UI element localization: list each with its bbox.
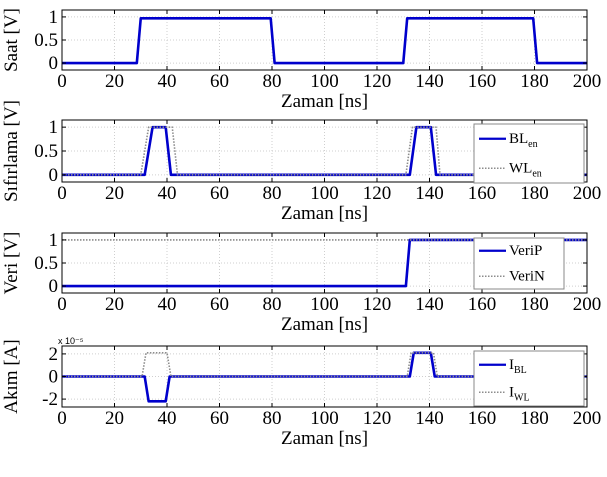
x-tick-label: 60 bbox=[210, 408, 229, 429]
legend: VeriP VeriN bbox=[473, 237, 565, 290]
x-axis-label: Zaman [ns] bbox=[281, 91, 368, 112]
chart-panel-2: 0 20 40 60 80 100 120 140 160 180 200 0 0.5 1 Zaman [n… bbox=[1, 100, 601, 224]
y-exponent-label: x 10⁻⁵ bbox=[58, 336, 84, 346]
legend: IBL IWL bbox=[473, 350, 585, 407]
x-tick-label: 120 bbox=[363, 408, 392, 429]
x-tick-label: 60 bbox=[210, 71, 229, 92]
y-tick-label: 0 bbox=[49, 276, 59, 297]
x-tick-label: 100 bbox=[310, 71, 339, 92]
legend-box bbox=[473, 123, 585, 184]
y-tick-label: -2 bbox=[42, 389, 58, 410]
legend-label: IWL bbox=[509, 384, 530, 403]
y-tick-label: 0.5 bbox=[34, 30, 58, 51]
legend-label: BLen bbox=[509, 131, 538, 150]
x-tick-label: 20 bbox=[105, 408, 124, 429]
x-tick-label: 20 bbox=[105, 71, 124, 92]
legend-box bbox=[473, 350, 585, 407]
x-tick-label: 60 bbox=[210, 294, 229, 315]
y-tick-label: 0 bbox=[49, 165, 59, 186]
y-axis-label: Veri [V] bbox=[1, 232, 22, 295]
y-axis-label: Akım [A] bbox=[1, 339, 22, 413]
x-tick-label: 0 bbox=[57, 71, 67, 92]
x-tick-label: 20 bbox=[105, 294, 124, 315]
y-tick-label: 0 bbox=[49, 53, 59, 74]
x-tick-label: 200 bbox=[573, 183, 602, 204]
x-tick-label: 80 bbox=[263, 71, 282, 92]
x-axis-label: Zaman [ns] bbox=[281, 203, 368, 224]
x-tick-label: 140 bbox=[415, 71, 444, 92]
y-tick-label: 0 bbox=[49, 367, 59, 388]
y-tick-label: 1 bbox=[49, 117, 59, 138]
y-tick-label: 0.5 bbox=[34, 253, 58, 274]
x-tick-label: 140 bbox=[415, 183, 444, 204]
x-axis-label: Zaman [ns] bbox=[281, 428, 368, 449]
x-tick-label: 140 bbox=[415, 408, 444, 429]
x-tick-label: 200 bbox=[573, 294, 602, 315]
y-tick-label: 0.5 bbox=[34, 141, 58, 162]
x-tick-label: 140 bbox=[415, 294, 444, 315]
x-tick-label: 40 bbox=[158, 294, 177, 315]
x-tick-label: 160 bbox=[468, 71, 497, 92]
x-tick-label: 180 bbox=[520, 183, 549, 204]
legend: BLen WLen bbox=[473, 123, 585, 184]
series-line-wlen bbox=[62, 126, 587, 176]
y-axis-label: Sıfırlama [V] bbox=[1, 100, 22, 202]
series-line-panel1-0 bbox=[62, 17, 587, 65]
x-tick-label: 60 bbox=[210, 183, 229, 204]
series-line-iwl bbox=[62, 351, 587, 378]
y-tick-label: 1 bbox=[49, 230, 59, 251]
x-tick-label: 120 bbox=[363, 183, 392, 204]
x-tick-label: 180 bbox=[520, 294, 549, 315]
x-tick-label: 160 bbox=[468, 408, 497, 429]
legend-label: IBL bbox=[509, 357, 527, 376]
x-tick-label: 200 bbox=[573, 408, 602, 429]
series-line-blen bbox=[62, 125, 587, 177]
x-tick-label: 160 bbox=[468, 183, 497, 204]
x-tick-label: 120 bbox=[363, 294, 392, 315]
legend-label: VeriP bbox=[509, 243, 542, 259]
y-tick-label: 1 bbox=[49, 7, 59, 28]
legend-label: WLen bbox=[509, 160, 542, 179]
x-tick-label: 180 bbox=[520, 408, 549, 429]
x-tick-label: 40 bbox=[158, 71, 177, 92]
x-tick-label: 40 bbox=[158, 183, 177, 204]
y-axis-label: Saat [V] bbox=[1, 8, 22, 72]
x-tick-label: 40 bbox=[158, 408, 177, 429]
x-tick-label: 100 bbox=[310, 183, 339, 204]
x-tick-label: 0 bbox=[57, 408, 67, 429]
x-tick-label: 80 bbox=[263, 408, 282, 429]
x-axis-label: Zaman [ns] bbox=[281, 314, 368, 335]
y-tick-label: 2 bbox=[49, 344, 59, 365]
x-tick-label: 20 bbox=[105, 183, 124, 204]
x-tick-label: 80 bbox=[263, 294, 282, 315]
x-tick-label: 180 bbox=[520, 71, 549, 92]
legend-label: VeriN bbox=[509, 268, 545, 284]
x-tick-label: 100 bbox=[310, 294, 339, 315]
x-tick-label: 120 bbox=[363, 71, 392, 92]
x-tick-label: 200 bbox=[573, 71, 602, 92]
x-tick-label: 100 bbox=[310, 408, 339, 429]
x-tick-label: 160 bbox=[468, 294, 497, 315]
legend-box bbox=[473, 237, 565, 290]
x-tick-label: 0 bbox=[57, 294, 67, 315]
x-tick-label: 0 bbox=[57, 183, 67, 204]
x-tick-label: 80 bbox=[263, 183, 282, 204]
